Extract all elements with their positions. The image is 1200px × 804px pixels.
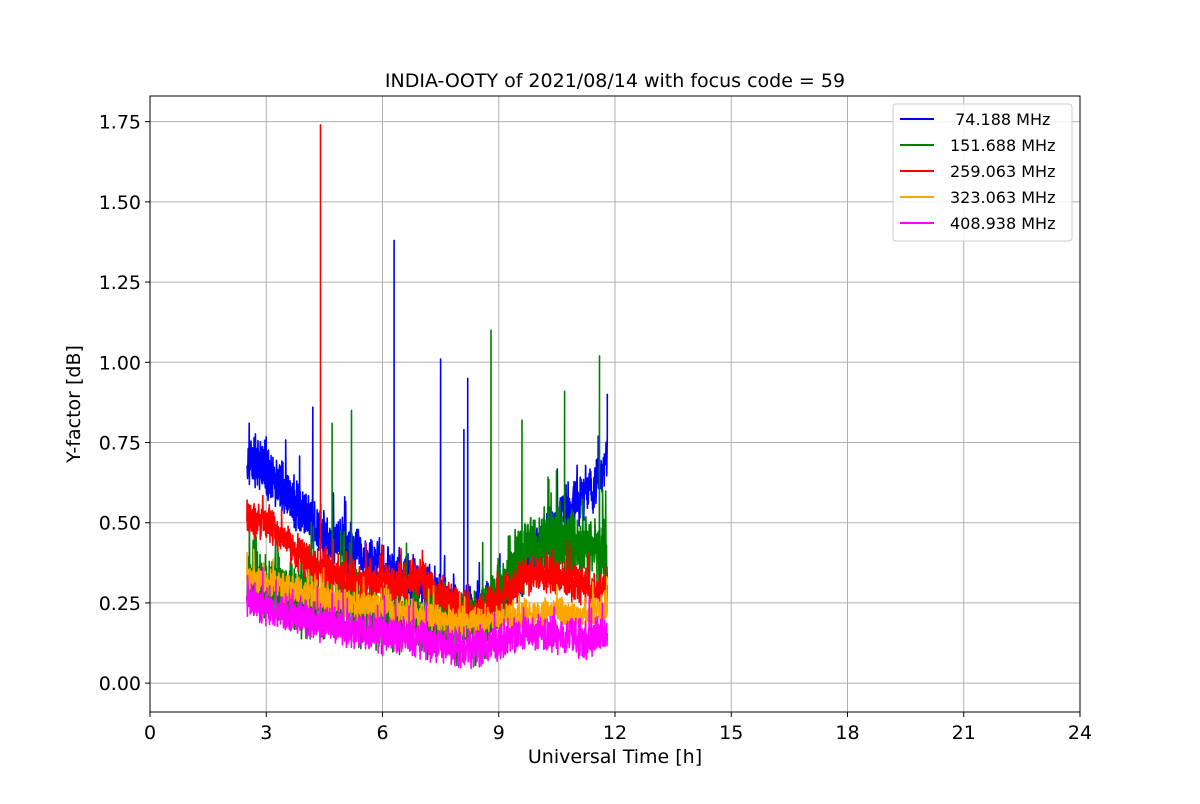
legend-label: 408.938 MHz [950, 214, 1055, 233]
x-tick-label: 0 [144, 722, 156, 744]
y-tick-label: 0.50 [99, 513, 141, 535]
y-tick-label: 1.50 [99, 192, 141, 214]
y-tick-label: 1.75 [99, 112, 141, 134]
legend-label: 74.188 MHz [950, 110, 1050, 129]
y-tick-label: 1.00 [99, 352, 141, 374]
x-tick-label: 18 [835, 722, 859, 744]
legend-label: 259.063 MHz [950, 162, 1055, 181]
y-axis-label: Y-factor [dB] [63, 345, 85, 464]
legend: 74.188 MHz 151.688 MHz 259.063 MHz 323.063 … [892, 103, 1073, 242]
series-line [246, 566, 609, 670]
x-tick-label: 12 [603, 722, 627, 744]
y-tick-label: 1.25 [99, 272, 141, 294]
legend-box [892, 103, 1073, 242]
series-line [246, 124, 609, 628]
y-tick-label: 0.00 [99, 673, 141, 695]
x-tick-label: 15 [719, 722, 743, 744]
x-tick-label: 24 [1068, 722, 1092, 744]
legend-label: 323.063 MHz [950, 188, 1055, 207]
x-tick-label: 9 [493, 722, 505, 744]
axis-ticks: 0 3 6 9 12 15 18 21 24 0.00 0.25 0.50 0.75 1.00 1.25 1.… [99, 112, 1092, 744]
plot-area [246, 124, 609, 670]
y-tick-label: 0.25 [99, 593, 141, 615]
chart-title: INDIA-OOTY of 2021/08/14 with focus code… [385, 70, 845, 92]
x-tick-label: 6 [376, 722, 388, 744]
x-tick-label: 3 [260, 722, 272, 744]
x-axis-label: Universal Time [h] [528, 746, 702, 768]
legend-label: 151.688 MHz [950, 136, 1055, 155]
x-tick-label: 21 [952, 722, 976, 744]
y-tick-label: 0.75 [99, 433, 141, 455]
